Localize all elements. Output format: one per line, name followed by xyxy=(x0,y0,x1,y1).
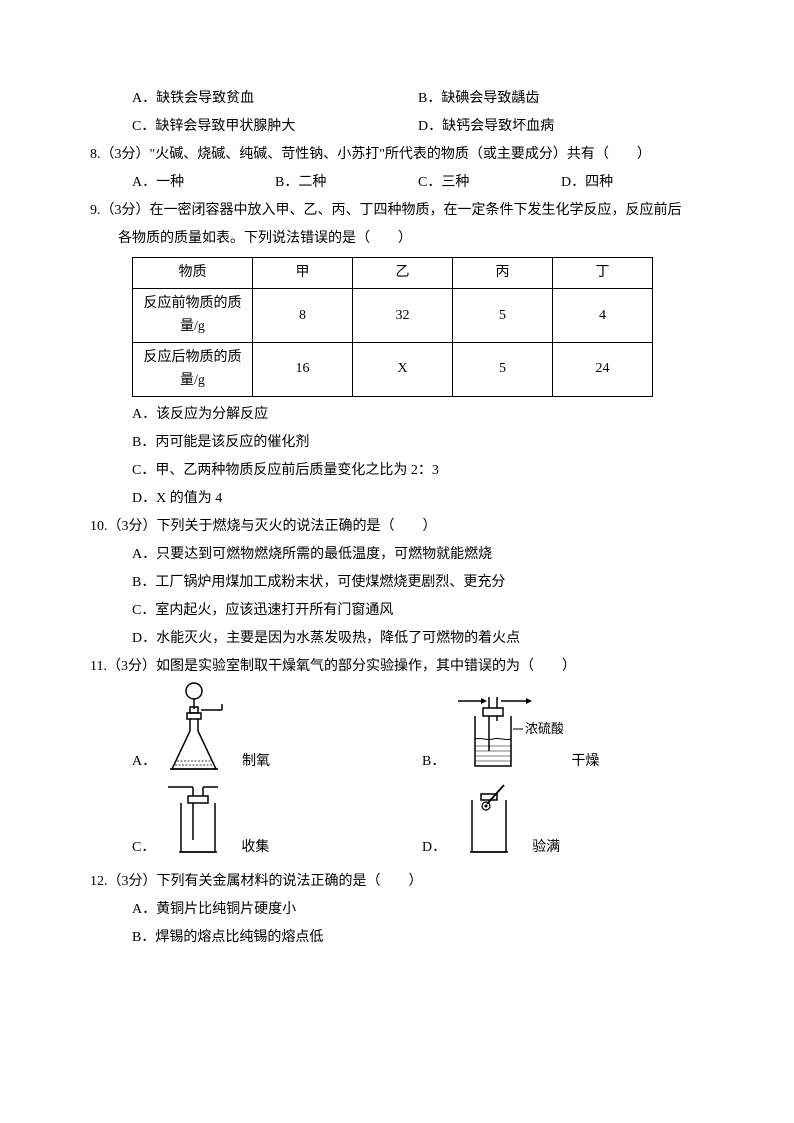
table-cell: 24 xyxy=(553,343,653,397)
sulfuric-acid-label: 浓硫酸 xyxy=(525,721,563,736)
q9-stem-line2: 各物质的质量如表。下列说法错误的是（ ） xyxy=(90,225,704,253)
q11-c-letter: C． xyxy=(132,834,155,862)
q11-option-a: A． 制氧 xyxy=(132,681,382,776)
q9-option-b: B．丙可能是该反应的催化剂 xyxy=(90,429,704,457)
q11-option-d: D． 验满 xyxy=(422,782,560,862)
table-cell: 16 xyxy=(253,343,353,397)
table-cell: 反应后物质的质量/g xyxy=(133,343,253,397)
table-header: 乙 xyxy=(353,258,453,289)
q7-option-c: C．缺锌会导致甲状腺肿大 xyxy=(132,113,418,141)
q8-option-b: B．二种 xyxy=(275,169,418,197)
q10-option-b: B．工厂锅炉用煤加工成粉末状，可使煤燃烧更剧烈、更充分 xyxy=(90,569,704,597)
table-header: 丁 xyxy=(553,258,653,289)
table-cell: X xyxy=(353,343,453,397)
q7-option-a: A．缺铁会导致贫血 xyxy=(132,85,418,113)
q7-options: A．缺铁会导致贫血 B．缺碘会导致龋齿 C．缺锌会导致甲状腺肿大 D．缺钙会导致… xyxy=(90,85,704,141)
gas-collection-icon xyxy=(163,782,233,862)
q11-d-caption: 验满 xyxy=(532,834,560,862)
q9-option-c: C．甲、乙两种物质反应前后质量变化之比为 2：3 xyxy=(90,457,704,485)
table-cell: 5 xyxy=(453,289,553,343)
q11-stem: 11.（3分）如图是实验室制取干燥氧气的部分实验操作，其中错误的为（ ） xyxy=(90,653,704,681)
q9-stem-line1: 9.（3分）在一密闭容器中放入甲、乙、丙、丁四种物质，在一定条件下发生化学反应，… xyxy=(90,197,704,225)
q11-b-caption: 干燥 xyxy=(571,748,599,776)
q12-option-a: A．黄铜片比纯铜片硬度小 xyxy=(90,896,704,924)
q8-option-d: D．四种 xyxy=(561,169,704,197)
q11-a-letter: A． xyxy=(132,748,156,776)
q9-option-d: D．X 的值为 4 xyxy=(90,485,704,513)
flask-apparatus-icon xyxy=(164,681,234,776)
q12-stem: 12.（3分）下列有关金属材料的说法正确的是（ ） xyxy=(90,868,704,896)
q11-b-letter: B． xyxy=(422,748,445,776)
q10-option-c: C．室内起火，应该迅速打开所有门窗通风 xyxy=(90,597,704,625)
q8-options: A．一种 B．二种 C．三种 D．四种 xyxy=(90,169,704,197)
q8-option-a: A．一种 xyxy=(132,169,275,197)
gas-test-icon xyxy=(454,782,524,862)
q8-stem: 8.（3分）"火碱、烧碱、纯碱、苛性钠、小苏打"所代表的物质（或主要成分）共有（… xyxy=(90,141,704,169)
q11-option-b: B． 浓硫酸 干燥 xyxy=(422,681,599,776)
q11-row2: C． 收集 D． 验满 xyxy=(132,782,704,862)
table-header: 甲 xyxy=(253,258,353,289)
q7-option-b: B．缺碘会导致龋齿 xyxy=(418,85,704,113)
q9-table: 物质 甲 乙 丙 丁 反应前物质的质量/g 8 32 5 4 反应后物质的质量/… xyxy=(132,257,653,397)
q7-option-d: D．缺钙会导致坏血病 xyxy=(418,113,704,141)
q11-a-caption: 制氧 xyxy=(242,748,270,776)
q12-option-b: B．焊锡的熔点比纯锡的熔点低 xyxy=(90,924,704,952)
q11-option-c: C． 收集 xyxy=(132,782,382,862)
q11-c-caption: 收集 xyxy=(241,834,269,862)
table-header: 物质 xyxy=(133,258,253,289)
table-cell: 4 xyxy=(553,289,653,343)
table-cell: 8 xyxy=(253,289,353,343)
q11-row1: A． 制氧 B． xyxy=(132,681,704,776)
table-cell: 5 xyxy=(453,343,553,397)
table-header: 丙 xyxy=(453,258,553,289)
gas-washing-bottle-icon: 浓硫酸 xyxy=(453,691,563,776)
q10-option-a: A．只要达到可燃物燃烧所需的最低温度，可燃物就能燃烧 xyxy=(90,541,704,569)
q11-d-letter: D． xyxy=(422,834,446,862)
table-cell: 32 xyxy=(353,289,453,343)
q8-option-c: C．三种 xyxy=(418,169,561,197)
q10-option-d: D．水能灭火，主要是因为水蒸发吸热，降低了可燃物的着火点 xyxy=(90,625,704,653)
q9-option-a: A．该反应为分解反应 xyxy=(90,401,704,429)
q10-stem: 10.（3分）下列关于燃烧与灭火的说法正确的是（ ） xyxy=(90,513,704,541)
table-cell: 反应前物质的质量/g xyxy=(133,289,253,343)
